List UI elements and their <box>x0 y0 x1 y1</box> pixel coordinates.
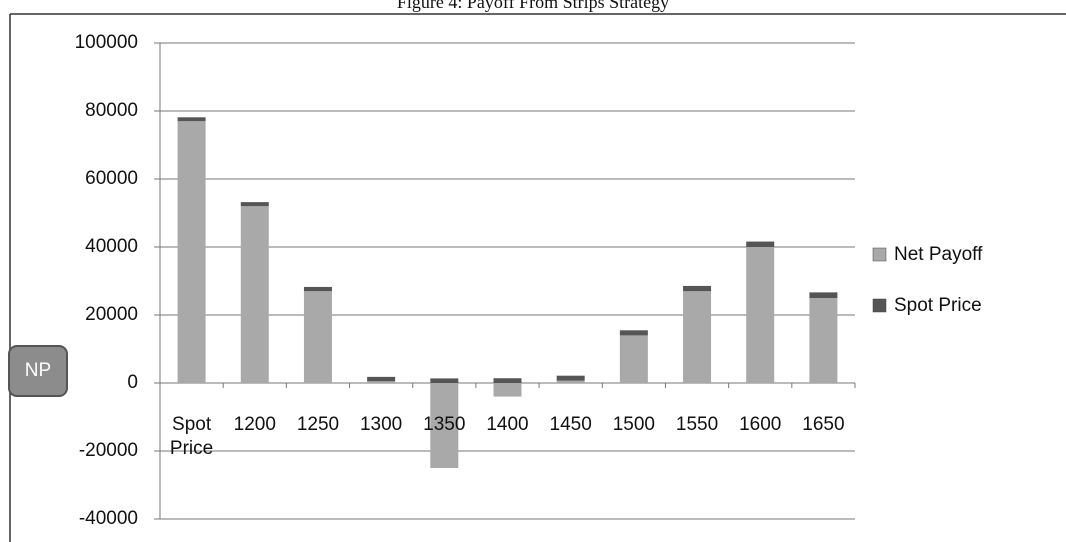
x-tick-label: 1400 <box>486 414 529 435</box>
y-tick-label: -40000 <box>79 508 138 529</box>
x-tick-label: 1350 <box>423 414 466 435</box>
x-tick-label: 1450 <box>549 414 592 435</box>
bar <box>303 286 332 292</box>
bar <box>493 383 522 397</box>
y-tick-label: 60000 <box>85 168 138 189</box>
bar <box>809 298 838 383</box>
annotation: NP <box>8 345 68 397</box>
y-tick-label: 100000 <box>75 32 138 53</box>
x-tick-label: 1300 <box>359 414 403 435</box>
x-tick-label: 1200 <box>233 414 276 435</box>
bar <box>303 291 332 383</box>
bar <box>619 330 648 336</box>
bar <box>746 247 775 383</box>
y-tick-label: 0 <box>127 372 138 393</box>
x-tick-label: 1250 <box>296 414 340 435</box>
legend-label: Spot Price <box>894 295 982 316</box>
bar <box>430 383 459 468</box>
bar <box>556 375 585 381</box>
x-tick-label: 1600 <box>739 414 782 435</box>
bar <box>430 378 459 383</box>
bar <box>177 121 206 383</box>
bar <box>683 285 712 292</box>
x-tick-label: 1550 <box>675 414 719 435</box>
legend-swatch <box>872 298 887 313</box>
chart-title: Figure 4: Payoff From Strips Strategy <box>397 0 669 12</box>
bar <box>367 376 396 382</box>
x-tick-label: Spot Price <box>169 414 214 459</box>
y-tick-label: 20000 <box>85 304 138 325</box>
bar <box>240 202 269 207</box>
bar <box>809 292 838 298</box>
legend-label: Net Payoff <box>894 244 983 265</box>
y-tick-label: 40000 <box>85 236 138 257</box>
bar <box>619 335 648 383</box>
legend-swatch <box>872 247 887 262</box>
bar <box>746 241 775 247</box>
bar <box>240 206 269 383</box>
bar <box>493 378 522 383</box>
x-tick-label: 1500 <box>612 414 655 435</box>
x-tick-label: 1650 <box>802 414 845 435</box>
y-tick-label: 80000 <box>85 100 138 121</box>
bar <box>177 117 206 122</box>
bar <box>683 291 712 383</box>
bar <box>367 381 396 383</box>
bar <box>556 380 585 383</box>
y-tick-label: -20000 <box>79 440 138 461</box>
